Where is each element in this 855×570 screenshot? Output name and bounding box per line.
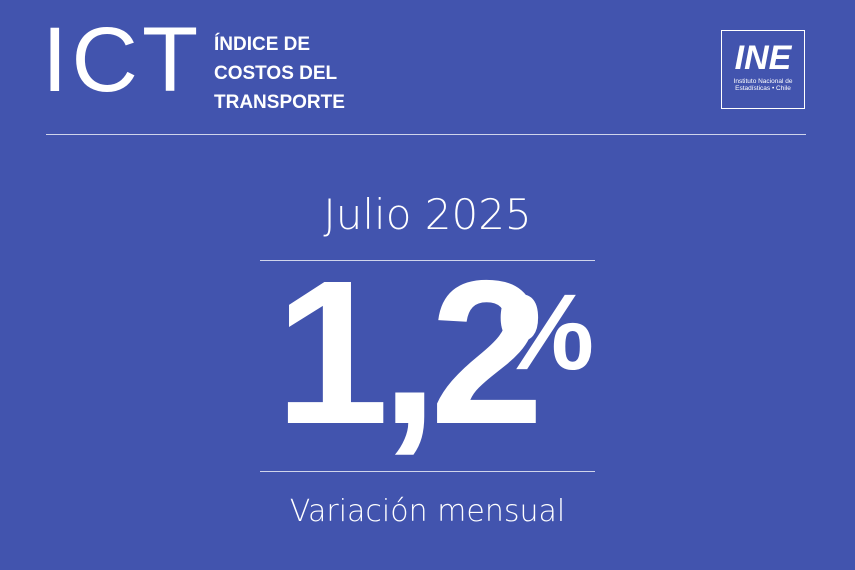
rule [260,471,595,472]
rule [260,260,595,261]
header-rule [46,134,806,135]
value: 1,2 [275,238,544,467]
unit: % [498,271,595,392]
acronym: ICT [42,9,203,111]
logo-subtitle: Instituto Nacional de Estadísticas • Chi… [722,78,804,92]
logo-text: INE [734,39,792,77]
logo-subtitle-line: Estadísticas • Chile [735,85,791,92]
title-line: TRANSPORTE [214,92,345,113]
logo-subtitle-line: Instituto Nacional de [733,78,793,85]
value-label: Variación mensual [289,494,566,529]
logo: INE Instituto Nacional de Estadísticas •… [721,30,805,109]
period: Julio 2025 [323,190,532,239]
title-line: ÍNDICE DE [214,34,311,55]
title-line: COSTOS DEL [214,63,338,84]
title: ÍNDICE DE COSTOS DEL TRANSPORTE [214,30,345,117]
